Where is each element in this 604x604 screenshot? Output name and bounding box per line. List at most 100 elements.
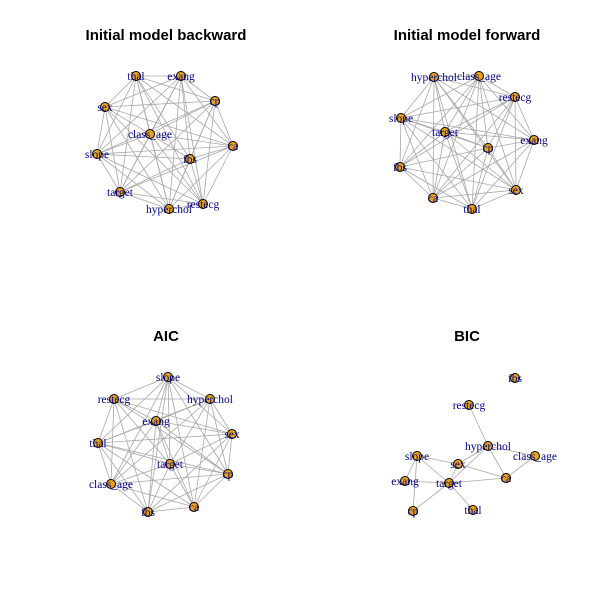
node-label-target: target — [432, 127, 459, 139]
edge-class_age-fbs — [110, 483, 149, 513]
edge-restecg-target — [113, 398, 171, 465]
edge-thal-target — [97, 442, 171, 465]
node-thal — [93, 438, 103, 448]
edge-target-cp — [412, 482, 450, 512]
node-label-fbs: fbs — [141, 507, 156, 519]
node-cp — [408, 506, 418, 516]
edge-exang-fbs — [147, 420, 157, 513]
edge-class_age-sex — [478, 75, 517, 191]
node-restecg — [464, 400, 474, 410]
edge-restecg-exang — [514, 96, 535, 141]
edge-hyperchol-sex — [209, 398, 233, 435]
edge-hyperchol-thal — [433, 76, 473, 210]
edge-sex-ca — [457, 463, 507, 479]
node-cp — [223, 469, 233, 479]
panel-initial-forward: Initial model forward hyperchol class_age… — [389, 27, 548, 216]
edge-cp-slope — [96, 100, 216, 155]
edge-ca-fbs — [189, 145, 234, 160]
edge-target-hyperchol — [119, 191, 170, 210]
edge-target-ca — [169, 463, 195, 508]
node-ca — [501, 473, 511, 483]
edges-initial-forward — [399, 75, 535, 210]
node-class_age — [530, 451, 540, 461]
node-label-cp: cp — [408, 506, 419, 518]
edge-ca-hyperchol — [168, 145, 234, 210]
edge-hyperchol-cp — [209, 398, 229, 475]
node-label-hyperchol: hyperchol — [146, 204, 192, 216]
nodes-aic: slope restecg hyperchol exang sex thal target c… — [89, 372, 240, 519]
edge-exang-thal — [97, 420, 157, 444]
edge-fbs-thal — [399, 166, 473, 210]
edge-class_age-fbs — [399, 75, 480, 168]
edge-slope-hyperchol — [167, 376, 211, 400]
edge-exang-ca — [432, 139, 535, 199]
edge-target-fbs — [399, 131, 446, 168]
node-thal — [131, 71, 141, 81]
node-label-sex: sex — [224, 429, 240, 441]
node-exang — [151, 416, 161, 426]
node-label-slope: slope — [389, 113, 413, 125]
edge-exang-hyperchol — [168, 75, 182, 210]
edge-fbs-restecg — [189, 158, 204, 205]
edge-fbs-ca — [399, 166, 434, 199]
node-target — [165, 459, 175, 469]
node-label-restecg: restecg — [453, 400, 486, 412]
node-exang — [529, 135, 539, 145]
edge-sex-target — [169, 433, 233, 465]
edge-class_age-restecg — [478, 75, 516, 98]
node-label-sex: sex — [97, 102, 113, 114]
node-label-ca: ca — [189, 502, 199, 514]
node-slope — [396, 113, 406, 123]
node-label-hyperchol: hyperchol — [465, 441, 511, 453]
node-label-target: target — [436, 478, 463, 490]
node-label-hyperchol: hyperchol — [187, 394, 233, 406]
edge-thal-ca — [97, 442, 195, 508]
node-ca — [189, 502, 199, 512]
node-fbs — [395, 162, 405, 172]
node-hyperchol — [164, 204, 174, 214]
edge-restecg-thal — [97, 398, 115, 444]
edge-hyperchol-class_age — [433, 75, 480, 78]
edge-exang-cp — [180, 75, 216, 102]
edge-slope-ca — [400, 117, 434, 199]
edge-sex-cp — [227, 433, 233, 475]
node-label-cp: cp — [483, 143, 494, 155]
edge-fbs-ca — [147, 506, 195, 513]
edge-ca-thal — [432, 197, 473, 210]
edges-bic — [404, 404, 536, 512]
edge-restecg-fbs — [399, 96, 516, 168]
node-label-class_age: class_age — [128, 129, 172, 141]
edge-restecg-hyperchol — [468, 404, 489, 447]
node-slope — [92, 149, 102, 159]
node-slope — [412, 451, 422, 461]
edge-exang-target — [404, 480, 450, 484]
node-sex — [227, 429, 237, 439]
node-class_age — [145, 129, 155, 139]
node-label-thal: thal — [464, 505, 481, 517]
node-restecg — [109, 394, 119, 404]
node-label-slope: slope — [85, 149, 109, 161]
edge-thal-sex — [104, 75, 137, 108]
node-sex — [100, 102, 110, 112]
node-label-cp: cp — [223, 469, 234, 481]
node-hyperchol — [205, 394, 215, 404]
edge-cp-ca — [193, 473, 229, 508]
edge-exang-sex — [104, 75, 182, 108]
edge-cp-thal — [471, 147, 489, 210]
node-label-ca: ca — [501, 473, 511, 485]
edge-exang-class_age — [110, 420, 157, 485]
node-label-cp: cp — [210, 96, 221, 108]
edge-sex-ca — [432, 189, 517, 199]
node-sex — [453, 459, 463, 469]
node-ca — [228, 141, 238, 151]
edge-target-fbs — [147, 463, 171, 513]
edge-thal-slope — [96, 75, 137, 155]
edge-cp-fbs — [399, 147, 489, 168]
edge-class_age-cp — [478, 75, 489, 149]
edge-restecg-thal — [471, 96, 516, 210]
node-label-ca: ca — [228, 141, 238, 153]
edge-hyperchol-exang — [433, 76, 535, 141]
node-label-exang: exang — [142, 416, 170, 428]
node-fbs — [143, 507, 153, 517]
